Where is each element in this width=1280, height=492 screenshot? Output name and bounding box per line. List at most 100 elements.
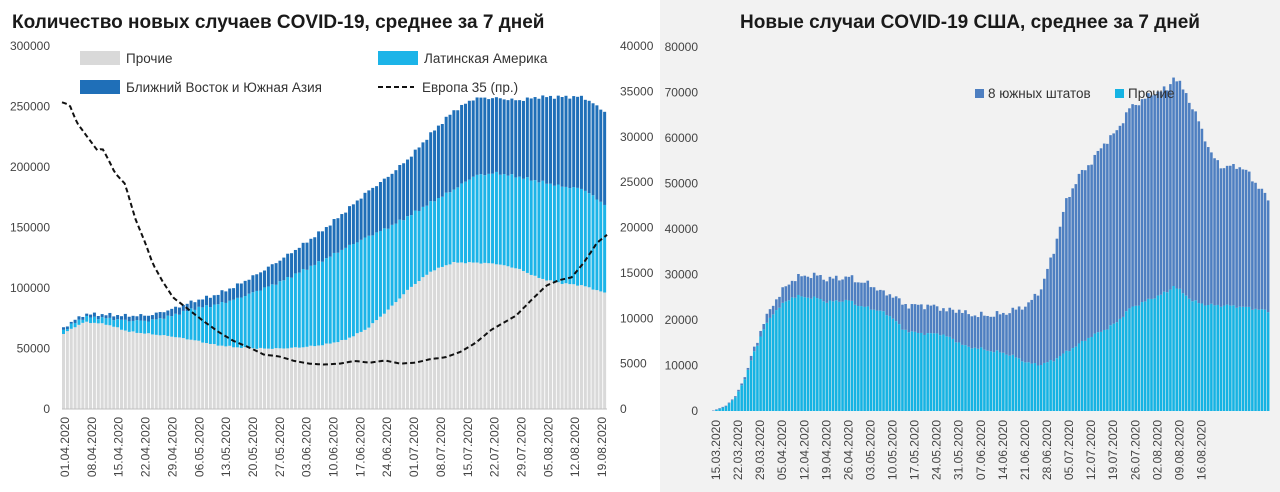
bar-middle-east-south-asia [282,257,286,281]
bar-other-states [1241,306,1245,411]
bar-latin-america [235,297,239,348]
bar-8-southern-states [1197,121,1201,304]
bar-other [266,348,270,409]
bar-middle-east-south-asia [228,288,232,301]
bar-8-southern-states [1184,93,1188,296]
bar-middle-east-south-asia [239,283,243,298]
bar-other-states [1229,305,1232,411]
bar-other [150,334,154,409]
bar-latin-america [429,201,433,272]
right-chart-x-tick: 16.08.2020 [1195,420,1209,480]
bar-8-southern-states [1241,169,1245,307]
bar-other [197,340,201,409]
bar-other-states [847,300,851,411]
bar-other-states [762,329,766,411]
bar-other-states [771,314,775,411]
bar-middle-east-south-asia [429,132,433,202]
bar-latin-america [201,307,205,343]
left-y-tick: 200000 [10,160,50,174]
right-chart-y-tick: 70000 [665,86,699,100]
bar-other [344,339,348,409]
right-y-tick: 15000 [620,266,654,280]
bar-latin-america [293,273,297,348]
bar-other-states [715,409,718,411]
bar-latin-america [355,242,359,334]
bar-8-southern-states [825,281,829,303]
bar-other-states [1046,362,1049,411]
bar-latin-america [197,306,201,341]
bar-middle-east-south-asia [262,270,266,288]
bar-other [471,262,475,409]
bar-latin-america [162,318,166,336]
bar-other [603,292,607,409]
bar-other [475,262,479,409]
bar-other [537,277,541,409]
bar-other [340,340,344,409]
bar-middle-east-south-asia [564,95,568,187]
bar-middle-east-south-asia [220,290,224,303]
bar-other-states [872,309,876,411]
bar-other [235,347,239,409]
bar-latin-america [568,188,572,285]
bar-latin-america [290,277,294,348]
right-y-tick: 10000 [620,311,654,325]
bar-other-states [1077,343,1081,411]
bar-8-southern-states [1222,168,1226,306]
bar-other [521,270,525,409]
bar-middle-east-south-asia [135,316,139,321]
bar-other-states [724,406,728,411]
bar-latin-america [386,228,390,310]
bar-other-states [1147,298,1150,411]
bar-8-southern-states [920,304,923,333]
bar-other [139,333,143,409]
legend-label: Ближний Восток и Южная Азия [126,80,322,95]
bar-latin-america [363,237,367,330]
bar-middle-east-south-asia [162,312,166,319]
bar-8-southern-states [916,304,920,334]
bar-middle-east-south-asia [436,125,440,199]
bar-latin-america [591,195,595,290]
right-chart-y-tick: 40000 [665,222,699,236]
bar-latin-america [460,183,464,263]
bar-other-states [938,335,942,411]
bar-middle-east-south-asia [170,308,174,317]
legend-swatch [378,51,418,65]
bar-latin-america [336,252,340,343]
bar-other [270,348,274,409]
bar-latin-america [491,173,495,264]
bar-other-states [1137,305,1141,411]
bar-latin-america [282,280,286,349]
bar-middle-east-south-asia [147,315,151,322]
bar-middle-east-south-asia [69,321,73,324]
bar-8-southern-states [844,276,847,300]
bar-8-southern-states [885,295,888,316]
left-bars-group [62,95,607,409]
bar-8-southern-states [1225,165,1229,305]
bar-other-states [1052,361,1056,411]
bar-8-southern-states [967,314,970,347]
bar-8-southern-states [831,278,835,302]
bar-other [429,271,433,409]
bar-other-states [1140,302,1144,411]
bar-other [251,348,255,409]
bar-other-states [790,297,794,411]
bar-middle-east-south-asia [216,294,220,305]
bar-other [69,328,73,409]
bar-other-states [1124,311,1128,411]
bar-other [282,348,286,409]
bar-middle-east-south-asia [297,247,301,273]
bar-other-states [838,301,841,411]
bar-latin-america [262,287,266,349]
bar-latin-america [100,317,104,324]
bar-8-southern-states [768,309,772,318]
bar-other-states [961,344,964,411]
bar-8-southern-states [1137,105,1141,306]
bar-other [112,326,116,409]
bar-8-southern-states [992,316,996,353]
left-x-tick: 01.07.2020 [407,417,421,477]
bar-other [375,320,379,409]
bar-middle-east-south-asia [398,164,402,220]
bar-other-states [831,301,835,411]
bar-other-states [1257,309,1260,411]
legend-swatch [80,80,120,94]
